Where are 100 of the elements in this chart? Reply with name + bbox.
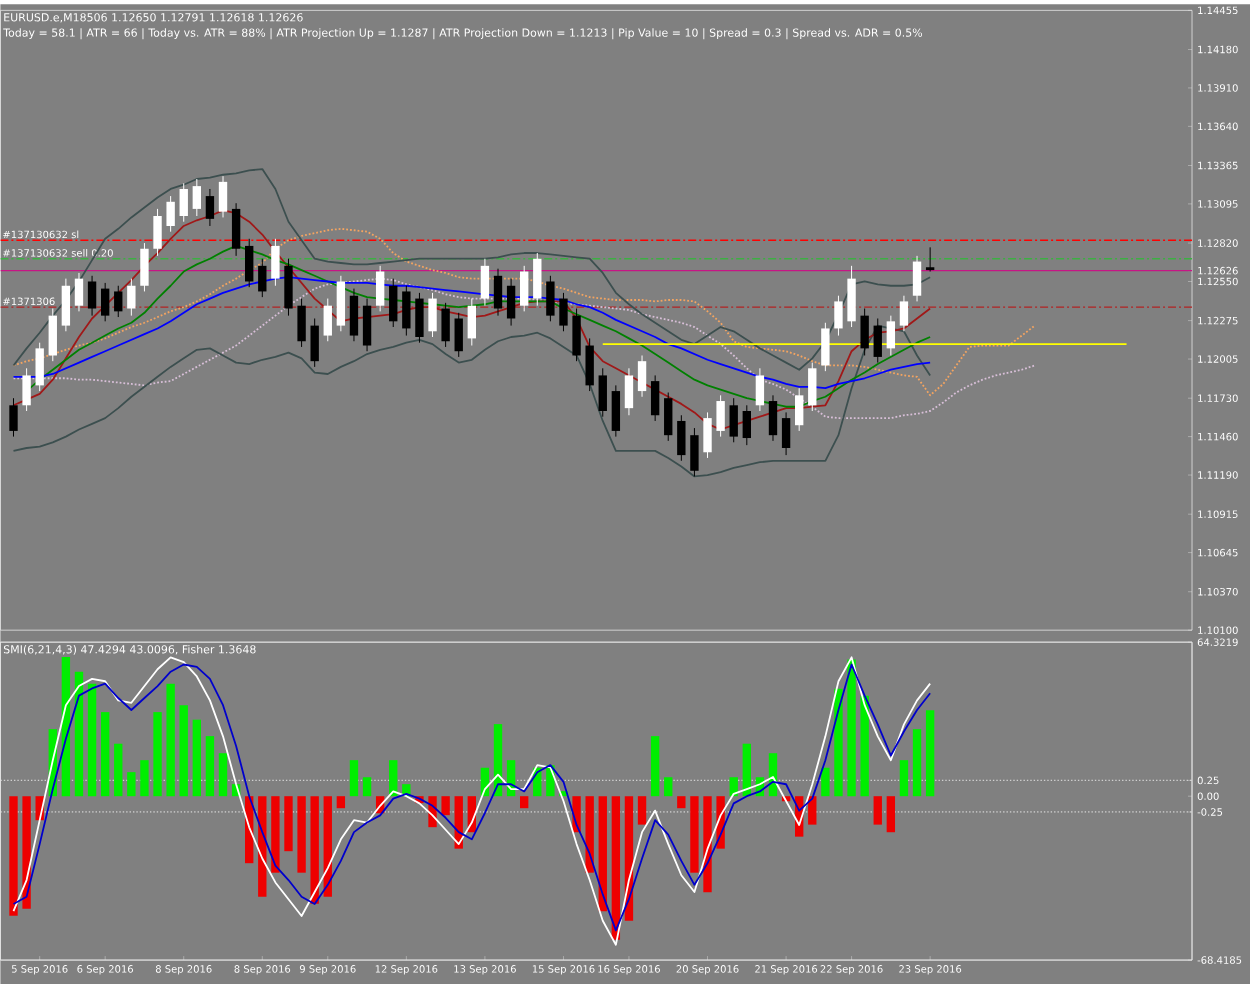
bar [873,796,882,825]
bar [925,710,935,797]
candlestick [114,285,123,318]
bar [362,777,372,797]
bar [677,796,686,809]
bar [860,695,869,797]
bar [74,671,84,797]
candlestick [153,208,162,257]
bar [808,796,817,825]
candlestick [271,238,280,287]
bar [886,796,896,833]
bar [690,796,699,873]
candlestick [140,242,149,292]
bar [912,729,922,797]
candlestick [585,337,594,392]
candlestick [899,295,909,332]
bar [742,743,751,797]
candlestick [860,307,869,356]
candlestick [258,258,267,298]
candlestick [22,367,31,412]
candlestick [9,397,18,438]
bar [441,796,450,816]
candlestick [912,255,922,302]
candlestick [677,414,686,462]
bar [192,719,202,797]
bar [9,796,18,916]
candlestick [205,188,215,227]
bar [114,743,123,797]
candlestick [873,317,882,364]
bar [349,760,359,797]
candlestick [61,278,71,332]
candlestick [834,295,843,337]
candlestick [428,292,437,338]
bar [100,712,110,797]
candlestick [297,298,306,348]
candlestick [598,367,607,418]
candlestick [637,354,647,398]
candlestick [572,307,581,362]
bar [821,767,830,797]
bar [834,688,843,797]
candlestick [925,246,935,272]
bar [637,796,647,825]
candlestick [284,258,293,317]
bar [284,796,293,852]
candlestick [245,238,254,288]
candlestick [454,312,463,358]
candlestick [166,195,175,233]
candlestick [467,298,477,346]
candlestick [624,367,634,416]
candlestick [493,268,503,317]
candlestick [742,404,751,446]
candlestick [362,298,372,352]
bar [611,796,621,940]
candlestick [546,275,555,322]
candlestick [48,307,57,362]
candlestick [192,178,202,217]
candlestick [336,275,346,332]
candlestick [716,394,725,438]
candlestick [402,285,411,337]
candlestick [35,342,44,392]
bar [127,772,136,797]
candlestick [441,302,450,348]
candlestick [310,317,319,368]
candlestick [886,315,896,356]
bar [140,760,149,797]
candlestick [808,362,817,412]
candlestick [755,367,765,412]
bar [899,760,909,797]
bar [166,683,175,797]
candlestick [74,272,84,312]
bar [847,659,856,797]
candlestick [559,292,568,332]
candlestick [729,397,738,443]
bar [87,683,97,797]
candlestick [768,394,778,442]
bar [218,753,228,797]
candlestick [218,175,228,218]
candlestick [375,265,385,312]
candlestick [690,427,699,477]
candlestick [389,278,398,328]
bar [598,796,607,912]
candlestick [480,258,490,307]
candlestick [323,298,332,342]
bar [664,777,673,797]
bar [310,796,319,904]
candlestick [127,278,136,317]
candlestick [520,265,529,312]
bar [297,796,306,873]
candlestick [349,288,359,342]
bar [585,796,594,873]
candlestick [664,391,673,442]
candlestick [100,282,110,322]
bar [205,736,215,797]
candlestick [533,252,542,307]
bar [153,712,162,797]
candlestick [415,292,424,344]
candlestick [821,322,830,372]
bar [179,705,188,797]
candlestick [794,387,804,432]
candlestick [847,265,856,328]
